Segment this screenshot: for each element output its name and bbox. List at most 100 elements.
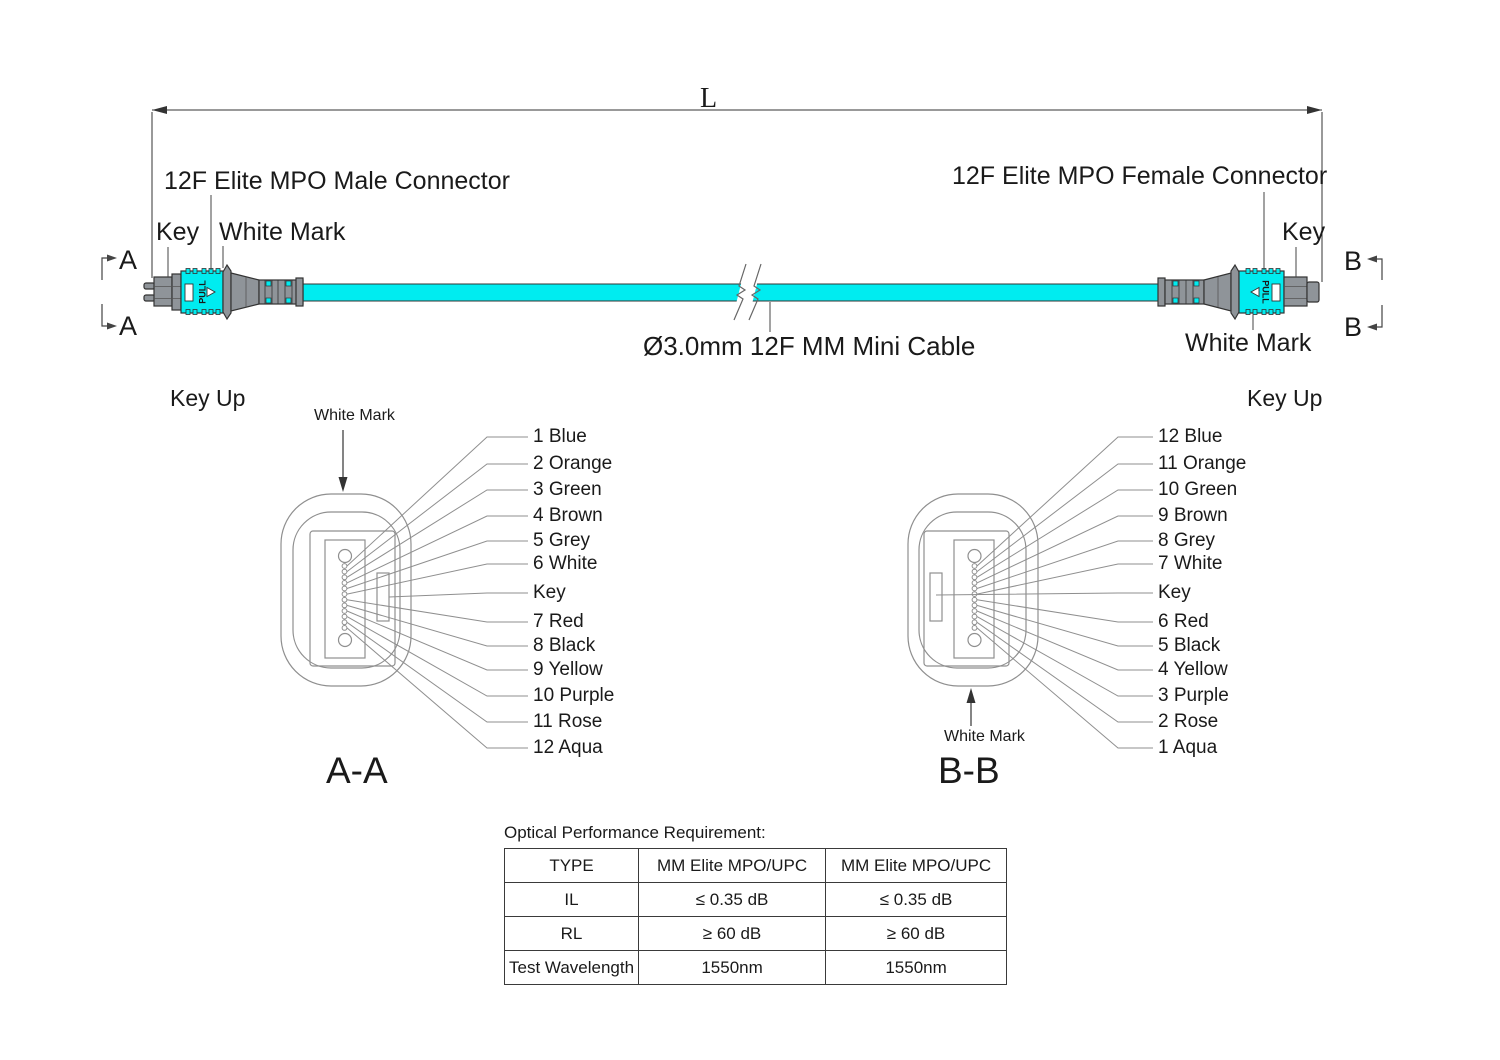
boot [230,272,260,312]
ferrule [1283,276,1308,307]
key-tab [929,572,943,622]
white-mark-rect [184,283,194,302]
table-row: Test Wavelength 1550nm 1550nm [503,950,1008,985]
pull-text: PULL [1261,280,1271,304]
guide-hole [337,632,353,648]
aa-fiber-label: 9 Yellow [533,659,603,680]
section-view-a [280,430,528,749]
table-cell: ≥ 60 dB [638,916,827,951]
section-view-b [907,436,1153,749]
cable-break-line [748,263,762,321]
bb-fiber-label: 6 Red [1158,611,1209,632]
connector-body [171,273,182,311]
guide-hole [967,548,982,564]
section-b-title: B-B [938,750,1000,791]
fiber-holes [341,563,348,631]
guide-hole [337,548,353,564]
table-cell: Test Wavelength [503,950,640,985]
aa-fiber-label: 4 Brown [533,505,603,526]
fiber-leaders [346,436,528,749]
ferrule-face [953,539,995,659]
cable-break-line [733,263,747,321]
pull-arrow [206,286,216,298]
crimp-ring [295,277,304,307]
bb-fiber-label: 9 Brown [1158,505,1228,526]
bb-fiber-label: 3 Purple [1158,685,1229,706]
key-label-left: Key [156,218,200,246]
section-a-title: A-A [326,750,388,791]
aa-fiber-label: 7 Red [533,611,584,632]
key-up-left: Key Up [170,385,246,411]
aa-fiber-label: 6 White [533,553,598,574]
key-tab [376,572,390,622]
housing-contour [309,530,396,667]
section-marker-a [101,254,117,330]
cable-label: Ø3.0mm 12F MM Mini Cable [643,331,976,361]
bb-fiber-label: 5 Black [1158,635,1221,656]
aa-key-label: Key [533,582,566,603]
aa-fiber-label: 1 Blue [533,426,587,447]
bb-fiber-label: 1 Aqua [1158,737,1218,758]
aa-fiber-label: 8 Black [533,635,596,656]
table-cell: ≤ 0.35 dB [638,882,827,917]
cable-body [302,283,1159,302]
bb-key-label: Key [1158,582,1191,603]
bb-fiber-label: 4 Yellow [1158,659,1228,680]
white-mark-arrowhead [338,477,348,492]
white-mark-arrowhead [966,688,976,703]
bb-fiber-label: 2 Rose [1158,711,1219,732]
housing-contour [923,530,1010,667]
table-cell: ≥ 60 dB [825,916,1008,951]
table-cell: RL [503,916,640,951]
male-connector: PULL [143,263,304,321]
aa-fiber-label: 5 Grey [533,530,591,551]
fiber-leaders [935,436,1153,749]
bb-fiber-label: 12 Blue [1158,426,1223,447]
table-cell: MM Elite MPO/UPC [638,848,827,883]
pull-arrow [1250,286,1260,298]
fiber-holes [971,563,978,631]
table-cell: ≤ 0.35 dB [825,882,1008,917]
table-row: RL ≥ 60 dB ≥ 60 dB [503,916,1008,951]
ferrule-tip [1306,281,1320,303]
flange [1230,263,1240,321]
male-connector-title: 12F Elite MPO Male Connector [164,167,510,195]
outer-contour [280,493,412,687]
white-mark-label-bb: White Mark [944,728,1025,745]
aa-fiber-label: 10 Purple [533,685,615,706]
table-cell: MM Elite MPO/UPC [825,848,1008,883]
label-leaders [167,192,1297,330]
pull-text: PULL [198,280,208,304]
dimension-l [151,106,1323,282]
section-marker-b [1367,255,1383,331]
dim-arrow-right [1307,106,1322,114]
female-connector-title: 12F Elite MPO Female Connector [952,162,1328,190]
flange [222,263,232,321]
guide-hole [967,632,982,648]
white-mark-label-left: White Mark [219,218,346,246]
table-row: IL ≤ 0.35 dB ≤ 0.35 dB [503,882,1008,917]
bb-fiber-label: 11 Orange [1158,453,1247,474]
aa-fiber-label: 12 Aqua [533,737,603,758]
bb-fiber-label: 7 White [1158,553,1223,574]
female-connector: PULL [1157,263,1320,321]
white-mark-label-aa: White Mark [314,407,395,424]
table-cell: TYPE [503,848,640,883]
white-mark-label-right: White Mark [1185,329,1312,357]
boot [1203,272,1232,312]
ferrule [153,276,173,307]
section-letter-b-bottom: B [1344,312,1363,342]
aa-fiber-label: 2 Orange [533,453,613,474]
table-cell: IL [503,882,640,917]
cable [302,263,1159,332]
section-letter-a-top: A [119,245,138,275]
mid-contour [292,511,401,669]
dimension-label: L [700,83,718,114]
crimp-ring [1157,277,1166,307]
section-letter-a-bottom: A [119,311,138,341]
key-up-right: Key Up [1247,385,1323,411]
table-cell: 1550nm [825,950,1008,985]
aa-fiber-label: 3 Green [533,479,602,500]
